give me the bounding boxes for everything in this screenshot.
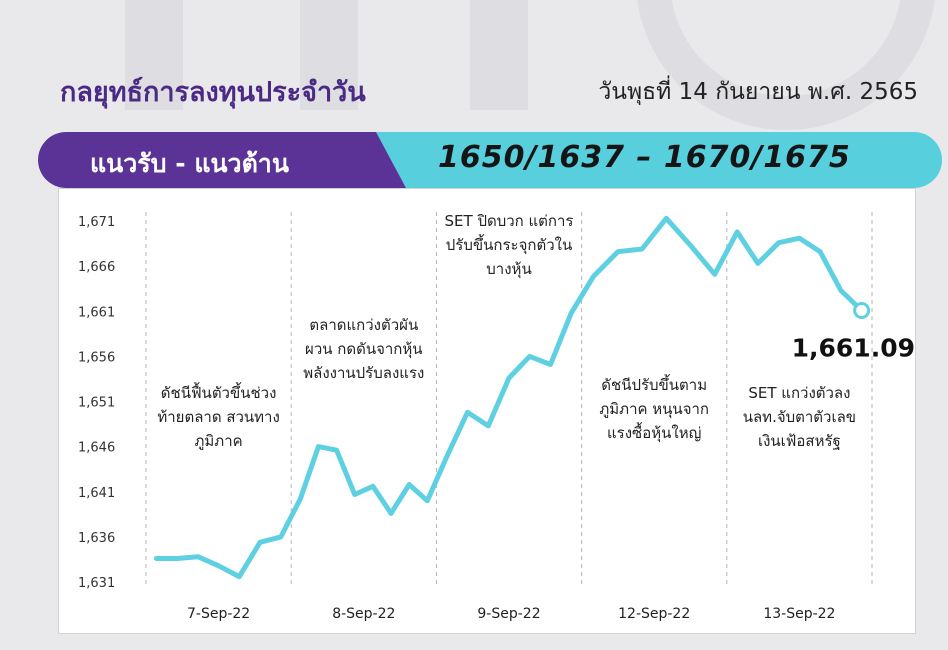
band-label: แนวรับ - แนวต้าน [90,149,289,178]
annotations: ดัชนีฟื้นตัวขึ้นช่วงท้ายตลาด สวนทางภูมิภ… [157,212,856,450]
series-line-set-index [153,215,865,580]
band-value: 1650/1637 – 1670/1675 [438,140,851,175]
annotation-text: พลังงานปรับลงแรง [303,364,424,382]
last-value-label: 1,661.09 [792,333,915,362]
y-tick-label: 1,651 [78,396,115,411]
background-stripe [470,0,528,110]
y-tick-label: 1,636 [78,531,115,546]
annotation-text: ดัชนีปรับขึ้นตาม [601,374,707,394]
band-label-panel [38,132,406,188]
annotation-text: บางหุ้น [486,260,531,279]
x-tick-label: 7-Sep-22 [187,606,250,622]
y-tick-label: 1,646 [78,441,115,456]
x-tick-label: 9-Sep-22 [477,606,540,622]
y-tick-label: 1,671 [78,215,115,230]
annotation-text: เงินเฟ้อสหรัฐ [758,432,841,450]
y-tick-label: 1,661 [78,305,115,320]
annotation-text: ปรับขึ้นกระจุกตัวใน [446,234,572,255]
annotation-text: นลท.จับตาตัวเลข [743,408,856,426]
support-resistance-band: แนวรับ - แนวต้าน 1650/1637 – 1670/1675 [38,132,942,188]
x-axis-ticks: 7-Sep-22 8-Sep-22 9-Sep-22 12-Sep-22 13-Sep-… [187,606,835,622]
y-tick-label: 1,641 [78,486,115,501]
x-tick-label: 8-Sep-22 [332,606,395,622]
y-tick-label: 1,666 [78,260,115,275]
annotation-text: แรงซื้อหุ้นใหญ่ [607,422,701,443]
y-axis-ticks: 1,631 1,636 1,641 1,646 1,651 1,656 1,661 1,666… [78,215,115,591]
page-title: กลยุทธ์การลงทุนประจำวัน [60,77,366,108]
annotation-text: ผวน กดดันจากหุ้น [305,340,423,359]
day-separators [145,212,873,584]
y-tick-label: 1,631 [78,576,115,591]
background-stripe [300,0,358,110]
x-tick-label: 12-Sep-22 [618,606,690,622]
annotation-text: ตลาดแกว่งตัวผัน [309,316,418,334]
annotation-text: SET ปิดบวก แต่การ [445,212,574,230]
x-tick-label: 13-Sep-22 [763,606,835,622]
page-date: วันพุธที่ 14 กันยายน พ.ศ. 2565 [598,79,918,105]
annotation-text: ท้ายตลาด สวนทาง [157,408,279,426]
annotation-text: ดัชนีฟื้นตัวขึ้นช่วง [161,382,277,402]
annotation-text: ภูมิภาค หนุนจาก [599,400,709,419]
annotation-text: SET แกว่งตัวลง [748,384,850,402]
annotation-text: ภูมิภาค [195,432,243,450]
last-point-marker [853,301,871,319]
y-tick-label: 1,656 [78,350,115,365]
background-stripe [125,0,183,110]
